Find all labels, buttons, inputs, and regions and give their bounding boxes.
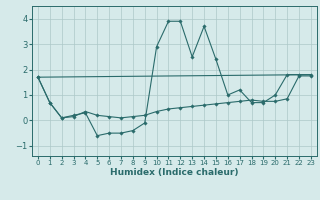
- X-axis label: Humidex (Indice chaleur): Humidex (Indice chaleur): [110, 168, 239, 177]
